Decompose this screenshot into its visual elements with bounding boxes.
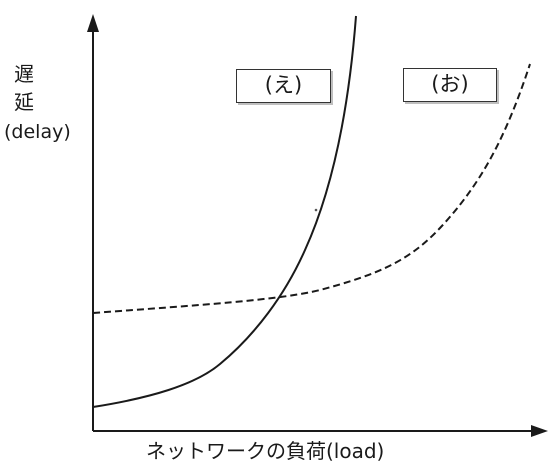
y-axis-label-english: (delay) [4,121,71,143]
x-axis-arrowhead [531,425,548,437]
y-axis-label-char2: 延 [14,90,34,114]
curve-o-dashed [92,63,531,314]
stray-dot [314,208,318,212]
y-axis-arrowhead [87,14,99,32]
curve-e-label-box: (え) [236,69,331,103]
curve-o-label-box: (お) [403,68,497,102]
curve-e-solid [92,15,357,408]
y-axis-label-char1: 遅 [14,62,34,86]
x-axis-label: ネットワークの負荷(load) [146,439,385,463]
